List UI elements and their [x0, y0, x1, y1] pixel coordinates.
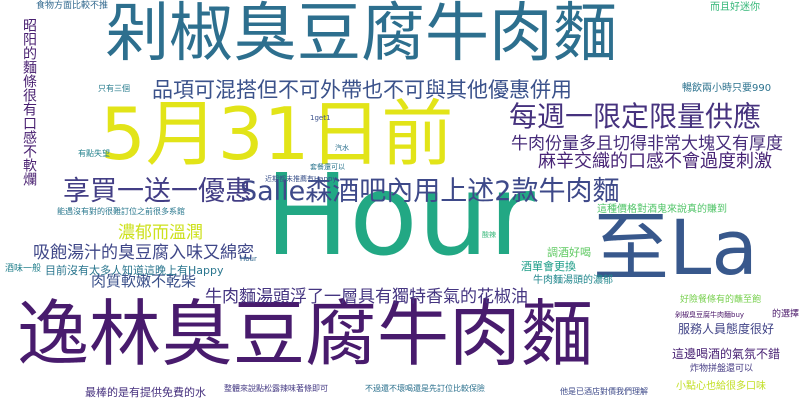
word-19: 的選擇 — [772, 308, 799, 319]
word-18: 這邊喝酒的氣氛不錯 — [672, 347, 781, 361]
word-16: 昭阳的麵條很有口感不軟爛 — [21, 18, 37, 186]
word-26: 這種價格對酒鬼來說真的賺到 — [597, 204, 727, 215]
word-37: 他是已酒店對價我們理解 — [560, 387, 648, 396]
word-35: 整體來說點松露辣味著條即可 — [224, 384, 328, 393]
word-41: 套餐還可以 — [310, 163, 345, 171]
word-11: 牛肉麵湯頭浮了一層具有獨特香氣的花椒油 — [205, 287, 528, 307]
word-22: 暢飲兩小時只要990 — [682, 83, 772, 94]
word-44: Hour — [240, 255, 257, 263]
word-0: 剁椒臭豆腐牛肉麵 — [105, 0, 617, 71]
word-30: 有點失望 — [78, 149, 110, 158]
word-8: 享買一送一優惠 — [63, 176, 252, 207]
word-21: 小點心也給很多口味 — [676, 381, 766, 392]
word-43: 汽水 — [335, 144, 349, 152]
word-28: 而且好迷你 — [710, 2, 760, 13]
word-7: 每週一限定限量供應 — [509, 100, 762, 133]
word-33: 炸物拼盤還可以 — [690, 364, 754, 374]
word-10: 麻辛交織的口感不會過度刺激 — [538, 151, 772, 172]
word-40: 近期都未推薦有Happy — [265, 175, 337, 183]
word-36: 不過還不壞喝還是先訂位比較保險 — [365, 384, 485, 393]
word-39: 1get1 — [310, 114, 331, 122]
word-12: 吸飽湯汁的臭豆腐入味又綿密 — [33, 243, 254, 263]
word-15: 目前沒有太多人知道這晚上有Happy — [45, 264, 224, 277]
word-24: 酒單會更換 — [521, 260, 576, 273]
word-2: Hour — [265, 151, 535, 281]
word-38: 剁椒臭豆腐牛肉麵buy — [675, 311, 745, 319]
word-34: 酒味一般 — [5, 264, 42, 274]
word-9: 牛肉份量多且切得非常大塊又有厚度 — [511, 134, 783, 154]
word-6: 品項可混搭但不可外帶也不可與其他優惠併用 — [152, 78, 572, 102]
word-31: 只有三個 — [98, 84, 130, 93]
word-27: 食物方面比較不推 — [36, 1, 109, 11]
word-13: 濃郁而溫潤 — [118, 223, 203, 243]
word-23: 調酒好喝 — [547, 246, 591, 259]
word-20: 最棒的是有提供免費的水 — [85, 386, 206, 399]
word-17: 服務人員態度很好 — [678, 322, 775, 336]
word-14: 肉質軟嫩不乾柴 — [91, 272, 197, 290]
word-1: 逸林臭豆腐牛肉麵 — [17, 292, 594, 376]
word-4: 至La — [593, 203, 758, 292]
word-29: 能遇沒有對的很難訂位之前很多系館 — [57, 207, 185, 216]
word-32: 好險餐條有的蘸至飽 — [680, 295, 762, 305]
word-42: 酸辣 — [482, 231, 496, 239]
word-25: 牛肉麵湯頭的濃郁 — [533, 275, 613, 286]
word-5: Salle森酒吧內用上述2款牛肉麵 — [240, 176, 620, 207]
word-3: 5月31日前 — [100, 92, 454, 176]
